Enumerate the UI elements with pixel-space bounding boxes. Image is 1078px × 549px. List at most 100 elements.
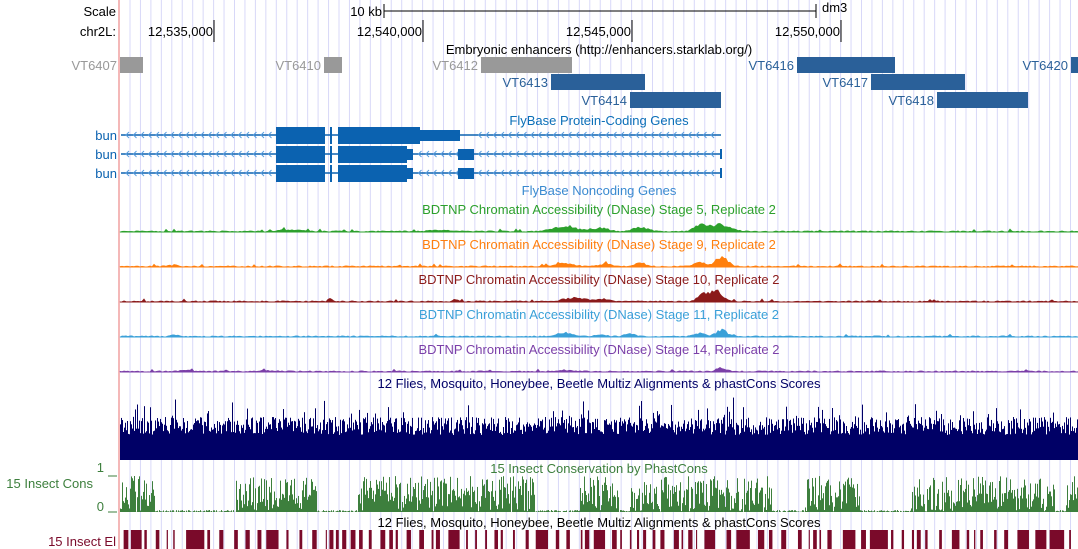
dnase-track-title[interactable]: BDTNP Chromatin Accessibility (DNase) St… xyxy=(419,307,779,322)
phastcons-bar xyxy=(289,495,290,512)
enhancer-box[interactable] xyxy=(551,74,645,90)
phastcons-bar xyxy=(843,483,844,512)
multiz-title[interactable]: 12 Flies, Mosquito, Honeybee, Beetle Mul… xyxy=(378,376,821,391)
gene-label[interactable]: bun xyxy=(95,128,117,143)
phastcons-side-label[interactable]: 15 Insect Cons xyxy=(6,476,93,491)
multiz-bar xyxy=(965,426,966,460)
phastcons-bar xyxy=(616,508,617,512)
gene-model[interactable]: bun xyxy=(95,146,722,163)
multiz-bar xyxy=(262,434,263,460)
multiz-bar xyxy=(284,419,285,460)
enhancer-feature[interactable]: VT6416 xyxy=(748,57,895,73)
dnase-track-title[interactable]: BDTNP Chromatin Accessibility (DNase) St… xyxy=(418,272,779,287)
dnase-track[interactable]: BDTNP Chromatin Accessibility (DNase) St… xyxy=(119,307,1078,338)
multiz-bar xyxy=(693,433,694,460)
dnase-track-title[interactable]: BDTNP Chromatin Accessibility (DNase) St… xyxy=(422,202,776,217)
phastcons-bar xyxy=(979,493,980,512)
enhancer-label[interactable]: VT6418 xyxy=(888,93,934,108)
enhancer-feature[interactable]: VT6407 xyxy=(71,57,143,73)
enhancer-box[interactable] xyxy=(481,57,572,73)
phastcons-bar xyxy=(792,510,793,512)
phastcons-bar xyxy=(959,501,960,512)
enhancers-track[interactable]: VT6407 VT6410 VT6412 VT6413 VT6414 VT6416 VT64… xyxy=(71,57,1078,108)
enhancer-label[interactable]: VT6414 xyxy=(581,93,627,108)
dnase-track[interactable]: BDTNP Chromatin Accessibility (DNase) St… xyxy=(119,237,1078,268)
phastcons-bar xyxy=(892,511,893,512)
enhancer-label[interactable]: VT6417 xyxy=(822,75,868,90)
multiz-bar xyxy=(379,429,380,460)
phastcons-title[interactable]: 15 Insect Conservation by PhastCons xyxy=(490,461,708,476)
elements-side-label[interactable]: 15 Insect El xyxy=(48,534,116,549)
enhancer-label[interactable]: VT6407 xyxy=(71,58,117,73)
elements-title[interactable]: 12 Flies, Mosquito, Honeybee, Beetle Mul… xyxy=(378,515,821,530)
multiz-bar xyxy=(257,422,258,460)
dnase-track[interactable]: BDTNP Chromatin Accessibility (DNase) St… xyxy=(119,272,1078,303)
dnase-track-title[interactable]: BDTNP Chromatin Accessibility (DNase) St… xyxy=(422,237,776,252)
phastcons-bar xyxy=(1068,507,1069,512)
enhancer-box[interactable] xyxy=(797,57,895,73)
multiz-bar xyxy=(654,418,655,460)
phastcons-bar xyxy=(919,479,920,512)
gene-model[interactable]: bun xyxy=(95,165,722,182)
multiz-bar xyxy=(566,419,567,460)
multiz-track[interactable] xyxy=(120,397,1078,460)
phastcons-bar xyxy=(345,510,346,512)
dnase-track[interactable]: BDTNP Chromatin Accessibility (DNase) St… xyxy=(119,342,1078,373)
multiz-bar xyxy=(734,429,735,460)
enhancer-box[interactable] xyxy=(630,92,721,108)
enhancer-box[interactable] xyxy=(1071,57,1078,73)
multiz-bar xyxy=(653,412,654,460)
enhancer-label[interactable]: VT6412 xyxy=(432,58,478,73)
multiz-bar xyxy=(574,432,575,460)
conserved-element xyxy=(593,530,606,549)
gene-label[interactable]: bun xyxy=(95,166,117,181)
enhancer-feature[interactable]: VT6413 xyxy=(502,74,645,90)
conserved-element xyxy=(901,530,905,549)
phastcons-bar xyxy=(167,511,168,512)
multiz-bar xyxy=(148,422,149,460)
multiz-bar xyxy=(230,421,231,460)
conserved-element xyxy=(207,530,211,549)
multiz-bar xyxy=(328,434,329,460)
enhancers-track-title[interactable]: Embryonic enhancers (http://enhancers.st… xyxy=(446,42,752,57)
dnase-tracks[interactable]: BDTNP Chromatin Accessibility (DNase) St… xyxy=(119,202,1078,373)
gene-models[interactable]: bun bun bun xyxy=(95,127,722,182)
enhancer-label[interactable]: VT6416 xyxy=(748,58,794,73)
exon xyxy=(330,165,332,182)
gene-model[interactable]: bun xyxy=(95,127,721,144)
multiz-bar xyxy=(201,417,202,460)
enhancer-box[interactable] xyxy=(937,92,1028,108)
enhancer-feature[interactable]: VT6418 xyxy=(888,92,1028,108)
phastcons-bar xyxy=(780,511,781,512)
multiz-bar xyxy=(867,428,868,460)
multiz-bar xyxy=(149,433,150,460)
enhancer-feature[interactable]: VT6420 xyxy=(1022,57,1078,73)
dnase-track[interactable]: BDTNP Chromatin Accessibility (DNase) St… xyxy=(119,202,1078,233)
enhancer-feature[interactable]: VT6414 xyxy=(581,92,721,108)
multiz-bar xyxy=(486,428,487,460)
multiz-bar xyxy=(356,421,357,460)
dnase-track-title[interactable]: BDTNP Chromatin Accessibility (DNase) St… xyxy=(418,342,779,357)
gene-label[interactable]: bun xyxy=(95,147,117,162)
protein-coding-genes-title[interactable]: FlyBase Protein-Coding Genes xyxy=(509,113,689,128)
enhancer-box[interactable] xyxy=(120,57,143,73)
enhancer-feature[interactable]: VT6410 xyxy=(275,57,342,73)
phastcons-bar xyxy=(370,481,371,512)
multiz-bar xyxy=(552,426,553,460)
enhancer-label[interactable]: VT6420 xyxy=(1022,58,1068,73)
enhancer-box[interactable] xyxy=(871,74,965,90)
enhancer-label[interactable]: VT6410 xyxy=(275,58,321,73)
phastcons-bar xyxy=(860,510,861,512)
enhancer-feature[interactable]: VT6417 xyxy=(822,74,965,90)
enhancer-box[interactable] xyxy=(324,57,342,73)
conserved-elements-track[interactable] xyxy=(123,530,1071,549)
enhancer-feature[interactable]: VT6412 xyxy=(432,57,572,73)
noncoding-genes-title[interactable]: FlyBase Noncoding Genes xyxy=(522,183,677,198)
enhancer-label[interactable]: VT6413 xyxy=(502,75,548,90)
multiz-bar xyxy=(202,425,203,460)
phastcons-bar xyxy=(681,511,682,512)
multiz-bar xyxy=(266,426,267,460)
phastcons-bar xyxy=(398,508,399,512)
phastcons-track[interactable] xyxy=(120,476,1078,512)
